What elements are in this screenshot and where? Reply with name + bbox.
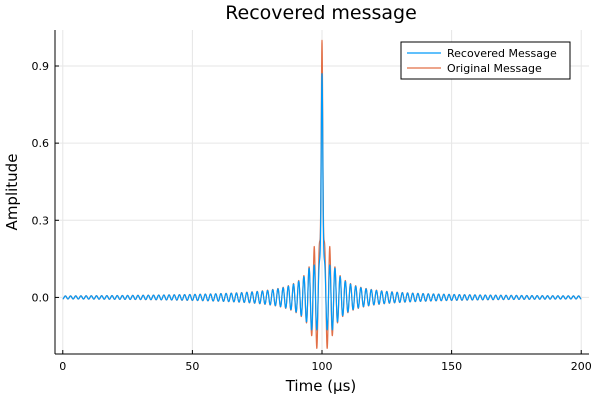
series-layer — [62, 39, 582, 349]
x-tick-label: 100 — [312, 360, 333, 373]
y-tick-label: 0.9 — [32, 60, 50, 73]
legend: Recovered Message Original Message — [400, 41, 571, 80]
chart-title: Recovered message — [225, 2, 417, 24]
legend-box — [400, 41, 571, 80]
x-axis-label: Time (µs) — [285, 377, 357, 395]
legend-label-recovered-message: Recovered Message — [447, 47, 557, 60]
x-tick-label: 200 — [571, 360, 592, 373]
legend-label-original-message: Original Message — [447, 62, 542, 75]
y-tick-label: 0.6 — [32, 137, 50, 150]
ticks: 0 50 100 150 200 0.0 0.3 0.6 0.9 — [32, 60, 592, 373]
x-tick-label: 150 — [441, 360, 462, 373]
y-axis-label: Amplitude — [3, 154, 21, 231]
series-line-recovered-message — [62, 73, 582, 331]
x-tick-label: 0 — [59, 360, 66, 373]
y-tick-label: 0.3 — [32, 214, 50, 227]
y-tick-label: 0.0 — [32, 291, 50, 304]
x-tick-label: 50 — [185, 360, 199, 373]
